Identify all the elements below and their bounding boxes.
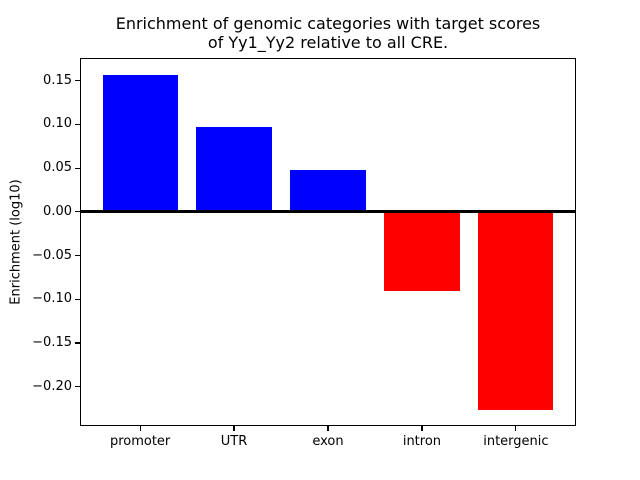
y-tick-mark: [75, 167, 80, 169]
x-tick-mark: [327, 426, 329, 431]
y-tick-mark: [75, 123, 80, 126]
x-tick-label-promoter: promoter: [109, 434, 171, 449]
chart-title-line2: of Yy1_Yy2 relative to all CRE.: [207, 33, 449, 52]
bar-intron: [384, 211, 460, 292]
x-tick-label-UTR: UTR: [220, 434, 248, 449]
y-tick-label: −0.05: [32, 247, 72, 263]
x-tick-label-intergenic: intergenic: [483, 434, 549, 449]
chart-title-line1: Enrichment of genomic categories with ta…: [115, 14, 541, 33]
y-tick-label: −0.20: [32, 378, 72, 394]
bar-intergenic: [478, 211, 554, 411]
bar-promoter: [102, 74, 178, 212]
y-tick-mark: [75, 298, 80, 300]
y-tick-label: −0.10: [32, 291, 72, 307]
x-tick-mark: [139, 426, 141, 431]
y-tick-label: 0.05: [43, 160, 72, 176]
y-axis-label: Enrichment (log10): [8, 179, 24, 305]
x-tick-label-intron: intron: [402, 434, 442, 449]
bar-exon: [290, 169, 366, 212]
y-tick-mark: [75, 80, 80, 82]
x-tick-mark: [421, 426, 423, 431]
bar-UTR: [196, 127, 272, 212]
x-tick-mark: [233, 426, 235, 431]
plot-area: [80, 58, 576, 426]
y-tick-mark: [75, 342, 80, 344]
y-tick-label: −0.15: [32, 334, 72, 350]
y-tick-label: 0.00: [43, 203, 72, 219]
y-tick-label: 0.10: [43, 116, 72, 132]
y-tick-label: 0.15: [43, 72, 72, 88]
x-tick-label-exon: exon: [312, 434, 344, 449]
zero-line: [80, 210, 576, 214]
y-tick-mark: [75, 254, 80, 257]
y-tick-mark: [75, 211, 80, 213]
chart-title: Enrichment of genomic categories with ta…: [80, 14, 576, 52]
x-tick-mark: [515, 426, 517, 431]
y-tick-mark: [75, 386, 80, 388]
